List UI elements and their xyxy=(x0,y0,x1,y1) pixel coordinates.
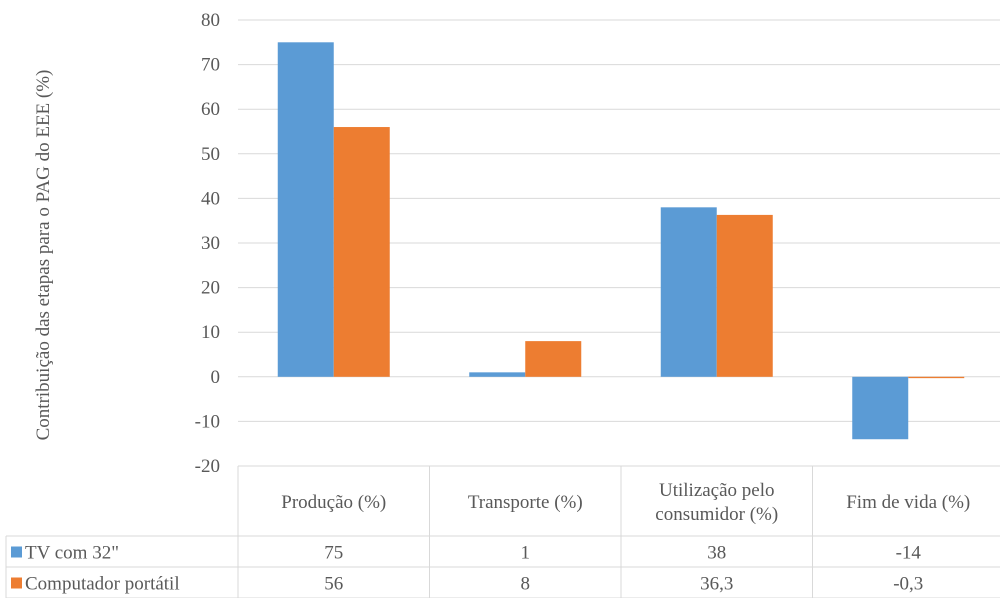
y-tick-label: -20 xyxy=(195,456,220,477)
y-tick-labels: -20 -10 0 10 20 30 40 50 60 70 80 xyxy=(195,10,220,477)
data-table: Produção (%) Transporte (%) Utilização pel… xyxy=(5,466,1000,598)
legend-key-tv xyxy=(11,546,22,558)
bar-computador-2 xyxy=(716,214,773,377)
table-value: -0,3 xyxy=(893,574,923,595)
bar-tv-1 xyxy=(469,372,526,377)
y-tick-label: 80 xyxy=(201,10,220,31)
y-tick-label: 10 xyxy=(201,322,220,343)
table-value: -14 xyxy=(896,543,922,564)
y-tick-label: 50 xyxy=(201,144,220,165)
y-tick-label: 20 xyxy=(201,278,220,299)
y-tick-label: 30 xyxy=(201,233,220,254)
series-name: TV com 32" xyxy=(25,543,119,564)
table-value: 1 xyxy=(521,543,531,564)
legend-key-computador xyxy=(11,577,22,589)
category-label: Transporte (%) xyxy=(468,492,583,513)
y-tick-label: 40 xyxy=(201,188,220,209)
table-value: 36,3 xyxy=(700,574,733,595)
table-value: 75 xyxy=(324,543,343,564)
series-name: Computador portátil xyxy=(25,574,180,595)
category-label: Fim de vida (%) xyxy=(846,492,970,513)
bar-computador-0 xyxy=(333,127,390,377)
table-value: 8 xyxy=(521,574,531,595)
bar-tv-3 xyxy=(852,376,909,440)
bar-tv-2 xyxy=(660,207,717,377)
table-value: 38 xyxy=(707,543,726,564)
category-label: consumidor (%) xyxy=(655,504,778,525)
category-label: Produção (%) xyxy=(281,492,386,513)
y-axis-label: Contribuição das etapas para o PAG do EE… xyxy=(33,70,54,441)
bar-computador-3 xyxy=(908,376,965,379)
bars xyxy=(277,42,965,440)
bar-computador-1 xyxy=(525,341,582,377)
table-value: 56 xyxy=(324,574,343,595)
y-tick-label: 70 xyxy=(201,55,220,76)
y-tick-label: -10 xyxy=(195,411,220,432)
bar-tv-0 xyxy=(277,42,334,377)
y-tick-label: 60 xyxy=(201,99,220,120)
y-tick-label: 0 xyxy=(211,367,221,388)
category-label: Utilização pelo xyxy=(659,480,775,501)
